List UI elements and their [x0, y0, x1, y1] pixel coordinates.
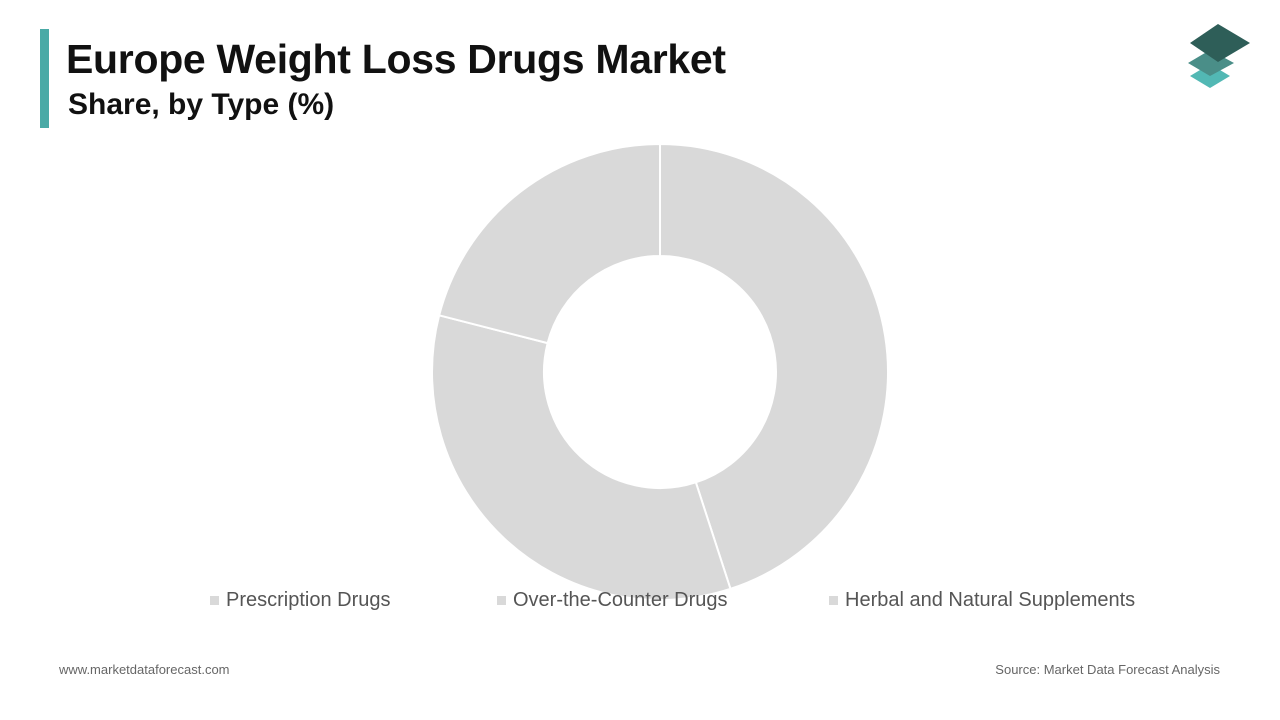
website-footer: www.marketdataforecast.com — [59, 662, 230, 677]
title-accent-bar — [40, 29, 49, 128]
legend-swatch — [829, 595, 838, 605]
donut-slice-over-the-counter-drugs — [431, 314, 732, 601]
logo-layer-top — [1190, 24, 1250, 62]
layered-diamonds-logo-icon — [1188, 24, 1250, 88]
legend-swatch — [497, 595, 506, 605]
legend-item-herbal-and-natural-supplements: Herbal and Natural Supplements — [829, 588, 1135, 612]
legend-item-prescription-drugs: Prescription Drugs — [210, 588, 391, 612]
chart-subtitle: Share, by Type (%) — [68, 88, 335, 121]
chart-title: Europe Weight Loss Drugs Market — [66, 36, 726, 82]
legend-item-over-the-counter-drugs: Over-the-Counter Drugs — [497, 588, 728, 612]
donut-slice-herbal-and-natural-supplements — [437, 142, 661, 345]
legend-label: Over-the-Counter Drugs — [513, 588, 728, 611]
legend-swatch — [210, 595, 219, 605]
logo-layer-middle — [1188, 50, 1234, 76]
source-footer: Source: Market Data Forecast Analysis — [995, 662, 1220, 677]
chart-legend: Prescription Drugs Over-the-Counter Drugs… — [0, 588, 1280, 614]
legend-label: Prescription Drugs — [226, 588, 391, 611]
legend-label: Herbal and Natural Supplements — [845, 588, 1136, 611]
donut-slice-prescription-drugs — [659, 142, 889, 591]
